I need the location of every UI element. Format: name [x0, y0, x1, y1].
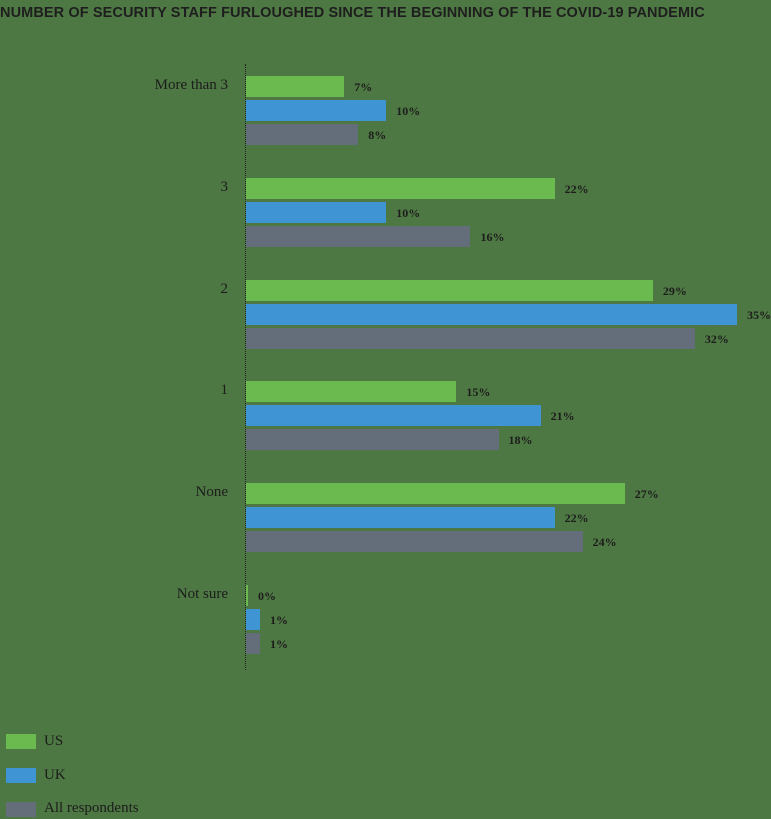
bar-all-respondents [246, 633, 261, 654]
category-label: 2 [220, 281, 229, 297]
bar-all-respondents [246, 429, 499, 450]
bar-us [246, 483, 625, 504]
bar-us [246, 381, 457, 402]
value-label: 27% [634, 487, 659, 501]
chart-title: NUMBER OF SECURITY STAFF FURLOUGHED SINC… [0, 5, 705, 21]
legend-item-all [6, 802, 36, 817]
value-label: 10% [396, 206, 421, 220]
value-label: 21% [550, 409, 575, 423]
category-label: None [195, 484, 229, 500]
bar-all-respondents [246, 226, 471, 247]
y-axis-line [245, 64, 246, 670]
value-label: 1% [270, 637, 289, 651]
legend-item-us [6, 734, 36, 749]
legend-swatch-us [6, 734, 36, 749]
bar-uk [246, 405, 541, 426]
legend-swatch-all [6, 802, 36, 817]
bar-uk [246, 100, 387, 121]
value-label: 18% [508, 433, 533, 447]
legend-label-uk: UK [44, 767, 66, 783]
bar-us [246, 178, 555, 199]
value-label: 29% [662, 284, 687, 298]
bar-us [246, 76, 345, 97]
legend-label-us: US [44, 733, 64, 749]
value-label: 16% [480, 230, 505, 244]
value-label: 22% [564, 182, 589, 196]
bar-uk [246, 609, 261, 630]
category-label: 3 [220, 179, 229, 195]
bar-all-respondents [246, 328, 695, 349]
value-label: 7% [354, 80, 373, 94]
value-label: 8% [368, 128, 387, 142]
value-label: 15% [466, 385, 491, 399]
value-label: 1% [270, 613, 289, 627]
category-label: More than 3 [154, 77, 228, 93]
legend-item-uk [6, 768, 36, 783]
bar-all-respondents [246, 124, 359, 145]
value-label: 0% [258, 589, 276, 603]
legend-swatch-uk [6, 768, 36, 783]
bar-us [246, 585, 248, 606]
value-label: 24% [592, 535, 617, 549]
category-label: Not sure [176, 586, 228, 602]
value-label: 35% [747, 308, 771, 322]
bar-uk [246, 507, 555, 528]
value-label: 32% [704, 332, 729, 346]
bar-uk [246, 304, 737, 325]
value-label: 10% [396, 104, 421, 118]
legend-label-all: All respondents [44, 800, 139, 816]
value-label: 22% [564, 511, 589, 525]
bar-all-respondents [246, 531, 583, 552]
bar-uk [246, 202, 387, 223]
bar-us [246, 280, 653, 301]
category-label: 1 [220, 382, 229, 398]
